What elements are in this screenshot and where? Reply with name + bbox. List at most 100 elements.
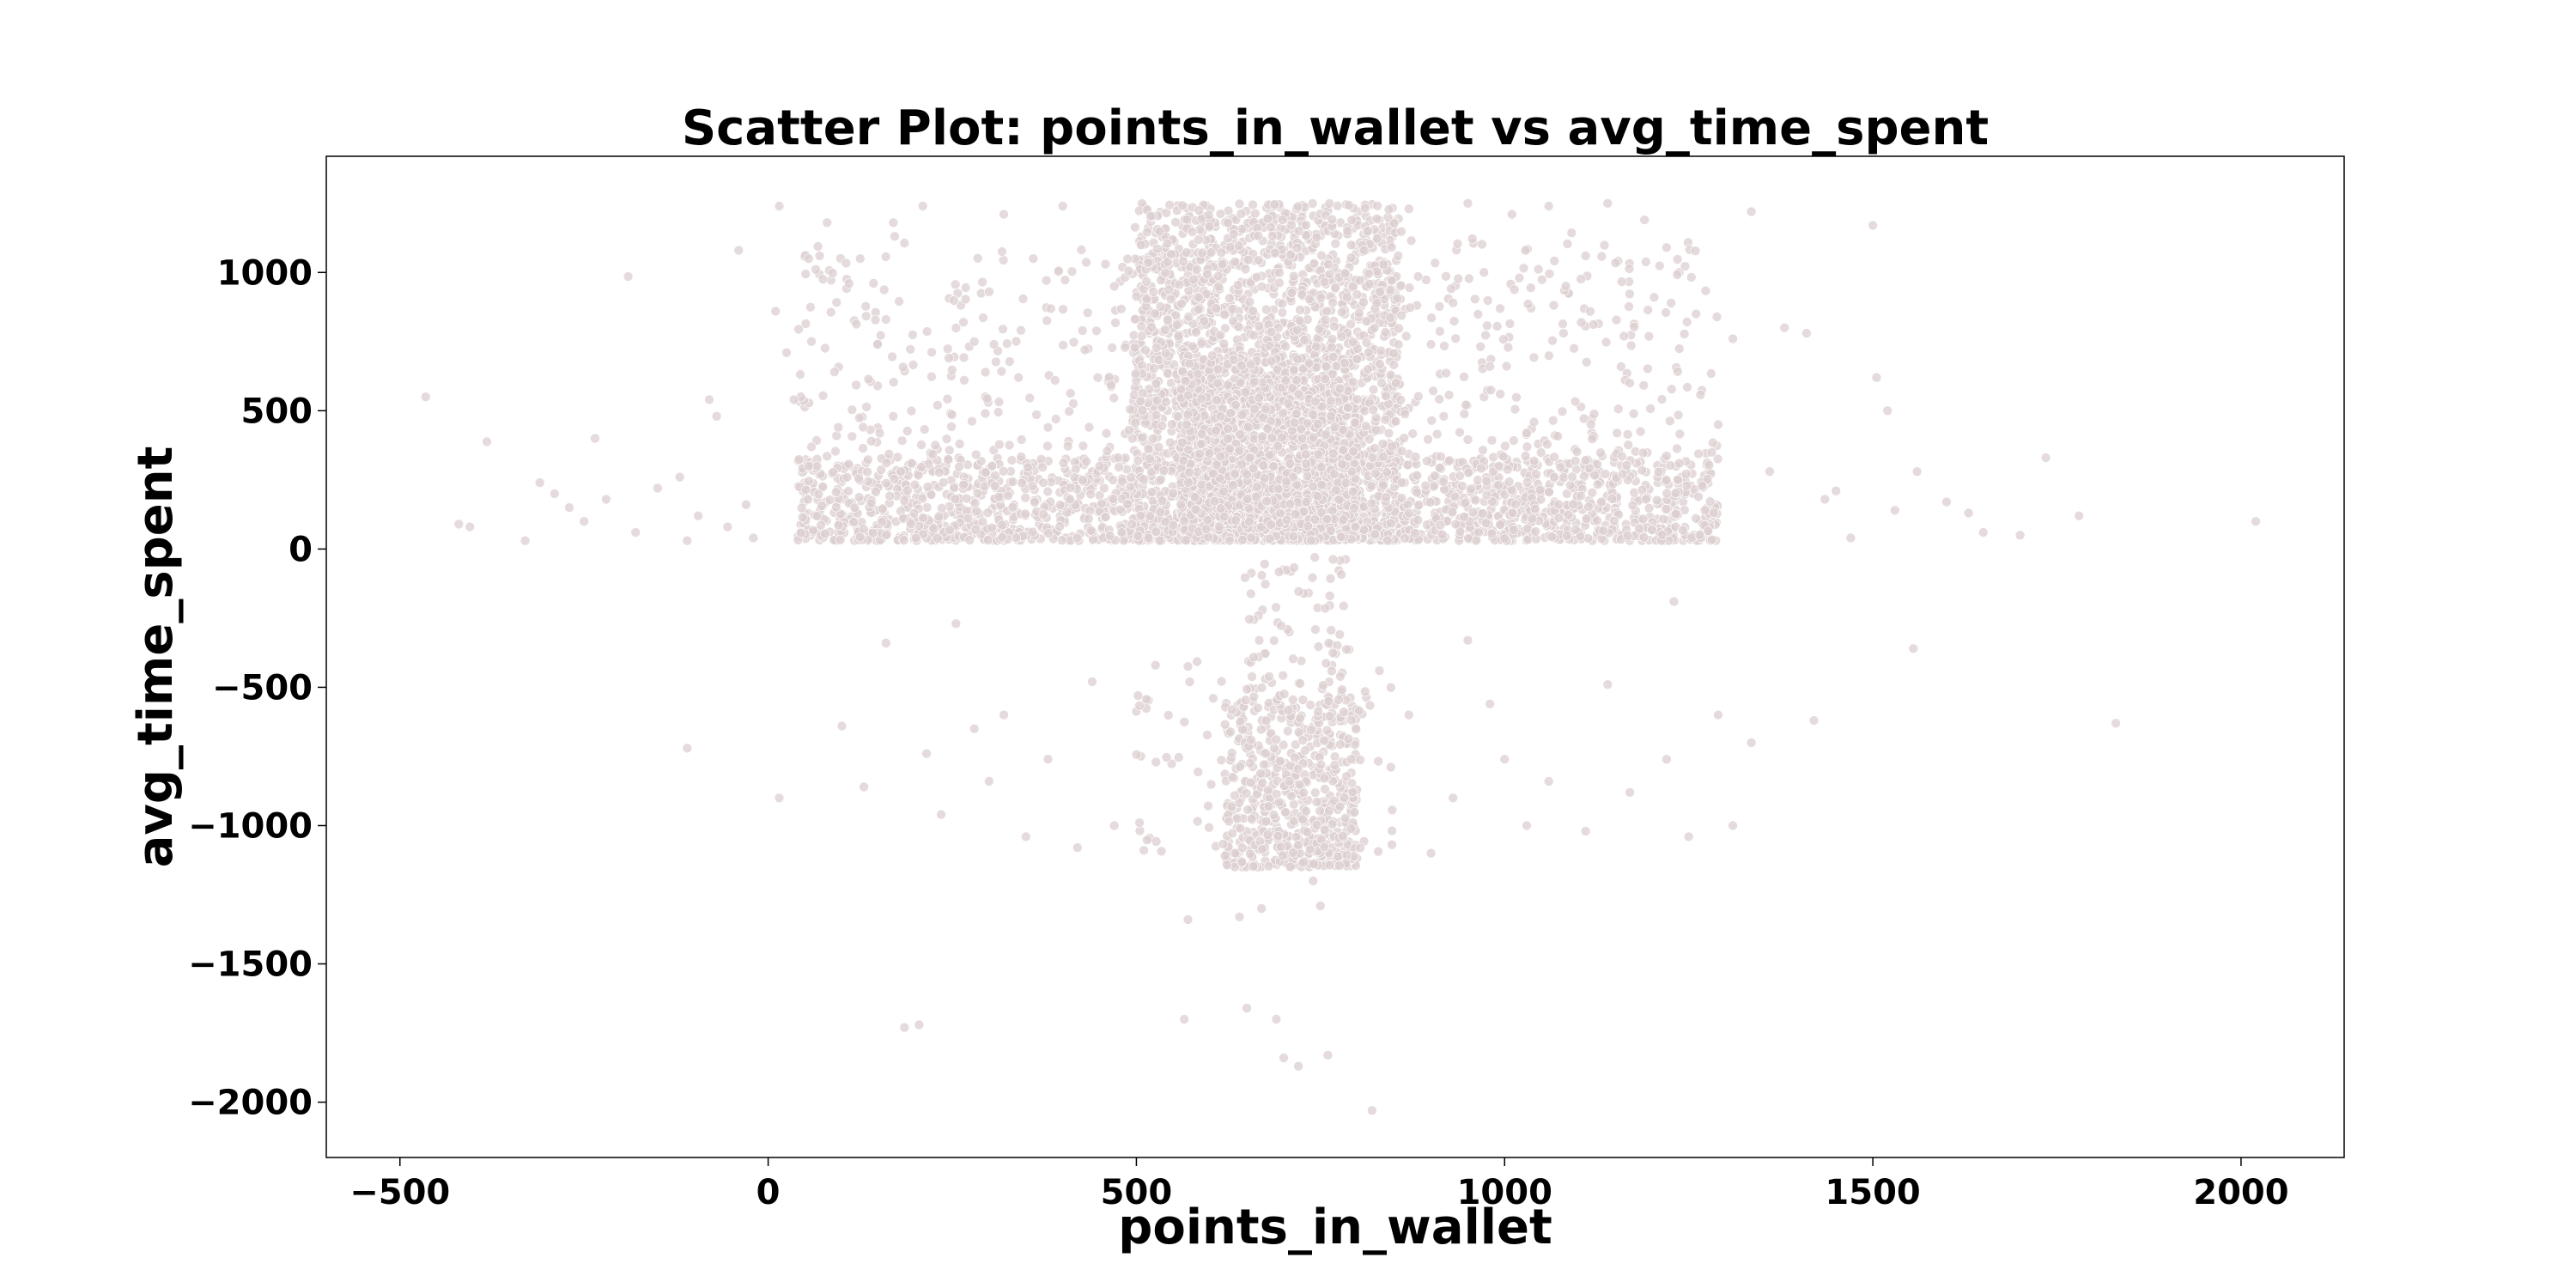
data-point <box>1327 505 1338 516</box>
data-point <box>1350 521 1361 532</box>
data-point <box>1295 305 1305 315</box>
data-point <box>1354 275 1365 286</box>
data-point <box>993 397 1005 407</box>
data-point <box>1137 405 1148 416</box>
data-point <box>877 516 887 527</box>
data-point <box>1145 511 1156 522</box>
data-point <box>987 522 997 533</box>
data-point <box>1176 499 1187 510</box>
data-point <box>958 352 969 363</box>
data-point <box>1348 376 1358 387</box>
data-point <box>980 367 991 378</box>
data-point <box>1396 226 1406 237</box>
data-point <box>1354 307 1364 319</box>
data-point <box>858 422 869 433</box>
data-point <box>958 317 969 328</box>
data-point <box>1390 416 1401 427</box>
data-point <box>1143 532 1154 544</box>
data-point <box>1228 315 1238 326</box>
data-point <box>1342 226 1353 236</box>
data-point <box>1212 270 1224 282</box>
data-point <box>1068 337 1079 348</box>
data-point <box>1224 293 1235 304</box>
data-point <box>1160 267 1170 278</box>
data-point <box>1192 264 1202 275</box>
data-point <box>1328 351 1339 362</box>
data-point <box>1148 287 1159 297</box>
data-point <box>1120 342 1131 353</box>
data-point <box>833 519 844 531</box>
data-point <box>1291 325 1303 336</box>
data-point <box>1196 338 1207 349</box>
data-point <box>1140 344 1151 355</box>
data-point <box>1146 322 1157 332</box>
data-point <box>813 489 824 500</box>
data-point <box>828 467 839 477</box>
data-point <box>1091 325 1102 337</box>
data-point <box>1348 446 1358 457</box>
data-point <box>1183 312 1194 322</box>
data-point <box>1385 313 1395 323</box>
data-point <box>1346 215 1357 226</box>
data-point <box>1370 468 1381 479</box>
data-point <box>1043 528 1054 539</box>
data-point <box>820 343 830 354</box>
data-point <box>1215 209 1226 219</box>
data-point <box>1257 431 1267 442</box>
data-point <box>1219 309 1230 320</box>
data-point <box>1331 485 1341 495</box>
data-point <box>1077 325 1088 336</box>
data-point <box>851 380 861 391</box>
data-point <box>830 446 841 457</box>
data-point <box>803 253 814 264</box>
data-point <box>998 324 1008 335</box>
data-point <box>977 276 987 288</box>
data-point <box>949 295 959 306</box>
data-point <box>1321 306 1332 317</box>
data-point <box>1182 390 1194 401</box>
data-point <box>950 279 961 290</box>
data-point <box>1215 330 1226 341</box>
data-point <box>1344 200 1354 210</box>
data-point <box>1329 469 1340 479</box>
data-point <box>1348 337 1358 348</box>
data-point <box>1372 201 1382 211</box>
data-point <box>916 462 927 472</box>
data-point <box>899 238 910 248</box>
data-point <box>1312 419 1323 429</box>
data-point <box>1375 359 1385 369</box>
data-point <box>800 269 811 279</box>
data-point <box>1155 507 1166 518</box>
data-point <box>1250 208 1261 219</box>
data-point <box>1301 459 1311 470</box>
data-point <box>1291 242 1303 253</box>
data-point <box>1359 405 1370 416</box>
data-point <box>1289 364 1299 375</box>
data-point <box>884 448 895 459</box>
data-point <box>1346 466 1358 477</box>
data-point <box>1371 214 1382 224</box>
data-point <box>1326 526 1336 536</box>
data-point <box>922 482 933 492</box>
data-point <box>1324 269 1335 280</box>
data-point <box>1304 294 1315 305</box>
data-point <box>1131 291 1142 302</box>
data-point <box>1183 477 1194 488</box>
data-point <box>1274 277 1285 289</box>
data-point <box>806 441 817 453</box>
data-point <box>991 356 1001 368</box>
data-point <box>1336 532 1346 543</box>
data-point <box>1292 354 1303 365</box>
data-point <box>1352 354 1363 365</box>
data-point <box>863 374 874 385</box>
data-point <box>997 246 1007 257</box>
data-point <box>1267 231 1278 241</box>
data-point <box>854 412 865 423</box>
data-point <box>1249 404 1260 415</box>
data-point <box>1321 513 1333 525</box>
data-point <box>1244 296 1255 307</box>
data-point <box>1214 521 1224 532</box>
data-point <box>996 366 1007 377</box>
data-point <box>1097 498 1107 509</box>
